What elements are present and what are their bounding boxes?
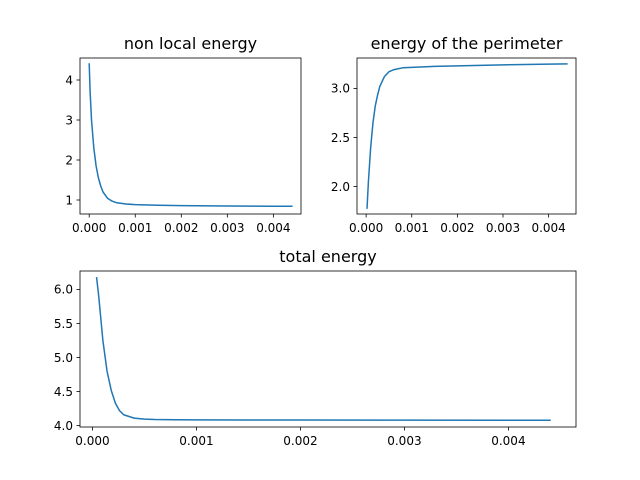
plot-frame xyxy=(79,270,577,428)
plot-frame xyxy=(356,57,577,215)
x-tick-label: 0.002 xyxy=(440,221,474,235)
x-tick-label: 0.003 xyxy=(210,221,244,235)
x-tick-label: 0.001 xyxy=(395,221,429,235)
chart-panel-1: 0.000 0.001 0.002 0.003 0.004 1 2 3 4 non local e… xyxy=(65,34,302,235)
x-tick-label: 0.002 xyxy=(164,221,198,235)
series-line-1 xyxy=(366,63,568,209)
y-tick-label: 5.5 xyxy=(54,317,73,331)
x-tick-label: 0.004 xyxy=(256,221,290,235)
y-tick-label: 4.0 xyxy=(54,419,73,433)
y-tick-label: 3 xyxy=(65,113,73,127)
x-tick-label: 0.004 xyxy=(491,434,525,448)
y-tick-label: 2 xyxy=(65,153,73,167)
y-tick-label: 4 xyxy=(65,73,73,87)
x-tick-label: 0.003 xyxy=(486,221,520,235)
y-tick-label: 6.0 xyxy=(54,283,73,297)
y-tick-label: 1 xyxy=(65,193,73,207)
chart-title: non local energy xyxy=(124,34,257,53)
plot-frame xyxy=(79,57,302,215)
series-line-1 xyxy=(95,276,551,421)
chart-panel-3: 0.000 0.001 0.002 0.003 0.004 4.0 4.5 5.0 5.5 6.0… xyxy=(54,247,577,448)
y-tick-label: 2.5 xyxy=(331,131,350,145)
chart-title: energy of the perimeter xyxy=(371,34,563,53)
y-tick-label: 5.0 xyxy=(54,351,73,365)
y-tick-label: 2.0 xyxy=(331,180,350,194)
x-tick-label: 0.004 xyxy=(531,221,565,235)
x-tick-label: 0.001 xyxy=(118,221,152,235)
series-line-1 xyxy=(88,63,293,208)
x-tick-label: 0.000 xyxy=(75,434,109,448)
chart-panel-2: 0.000 0.001 0.002 0.003 0.004 2.0 2.5 3.0 energy… xyxy=(331,34,577,235)
x-tick-label: 0.003 xyxy=(387,434,421,448)
x-tick-label: 0.002 xyxy=(283,434,317,448)
chart-title: total energy xyxy=(279,247,376,266)
y-tick-label: 4.5 xyxy=(54,385,73,399)
x-tick-label: 0.000 xyxy=(72,221,106,235)
y-tick-label: 3.0 xyxy=(331,82,350,96)
x-tick-label: 0.000 xyxy=(349,221,383,235)
x-tick-label: 0.001 xyxy=(179,434,213,448)
